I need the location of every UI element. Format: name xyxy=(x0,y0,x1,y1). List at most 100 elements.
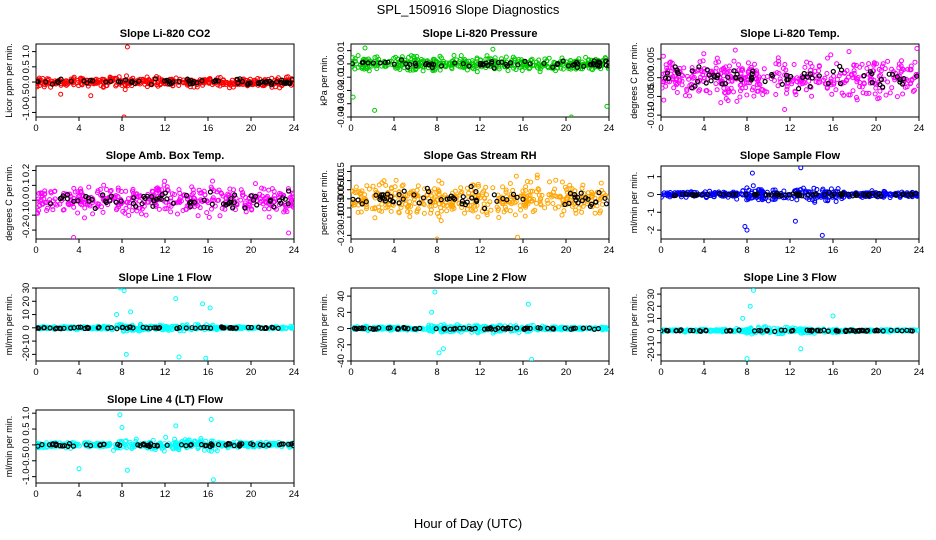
color-point xyxy=(209,206,214,212)
color-point xyxy=(889,85,895,91)
color-point xyxy=(204,210,210,216)
color-point xyxy=(760,189,766,194)
black-point xyxy=(398,57,405,63)
color-point xyxy=(533,200,539,206)
black-point xyxy=(102,198,109,204)
x-tick-label: 12 xyxy=(785,367,796,378)
black-point xyxy=(133,203,139,209)
color-point xyxy=(912,59,918,65)
color-point xyxy=(100,209,106,215)
black-point xyxy=(472,325,478,331)
color-point xyxy=(428,207,434,213)
color-point xyxy=(562,184,568,190)
black-point xyxy=(527,61,533,67)
outlier-point xyxy=(117,288,123,291)
color-point xyxy=(495,208,501,213)
black-point xyxy=(359,325,365,331)
color-point xyxy=(414,187,420,193)
black-point xyxy=(256,81,262,87)
color-point xyxy=(795,327,801,332)
color-point xyxy=(483,184,489,190)
panel-title: Slope Line 3 Flow xyxy=(744,272,837,284)
color-point xyxy=(438,208,444,214)
black-point xyxy=(270,325,276,331)
color-point xyxy=(664,65,670,71)
color-point xyxy=(519,68,525,73)
color-point xyxy=(436,178,442,184)
panel-3: Slope Li-820 Temp.0 4 8 12 16 20 24-0.010-0.00… xyxy=(629,28,924,134)
black-point xyxy=(176,78,182,84)
black-point xyxy=(162,190,168,196)
color-point xyxy=(885,79,891,85)
color-point xyxy=(240,192,246,198)
black-point xyxy=(869,80,875,86)
y-axis-label: degrees C per min. xyxy=(629,42,639,119)
black-point xyxy=(504,63,510,69)
color-point xyxy=(529,198,535,204)
black-point xyxy=(150,203,156,209)
outlier-point xyxy=(751,288,756,293)
color-point xyxy=(398,205,404,210)
color-point xyxy=(372,215,378,221)
color-point xyxy=(714,55,720,61)
black-point xyxy=(674,67,680,73)
color-point xyxy=(711,194,717,200)
color-point xyxy=(553,177,559,183)
outlier-point xyxy=(604,103,609,109)
black-point xyxy=(130,325,136,331)
color-point xyxy=(474,69,480,75)
y-tick-label: 0.0 xyxy=(21,438,32,451)
color-point xyxy=(760,92,766,97)
color-point xyxy=(557,326,562,332)
color-point xyxy=(696,88,702,94)
black-point xyxy=(550,326,557,332)
black-point xyxy=(54,325,60,331)
color-point xyxy=(183,206,189,212)
color-point xyxy=(222,206,228,212)
color-point xyxy=(833,199,839,204)
color-point xyxy=(436,201,442,207)
color-point xyxy=(855,75,861,80)
color-point xyxy=(156,206,162,212)
color-point xyxy=(841,92,847,98)
x-tick-label: 12 xyxy=(475,245,486,256)
color-point xyxy=(732,47,738,53)
black-point xyxy=(230,325,236,331)
color-point xyxy=(573,210,579,216)
y-tick-label: 20 xyxy=(21,296,32,307)
color-point xyxy=(143,212,149,218)
color-point xyxy=(418,59,424,65)
black-point xyxy=(503,326,509,332)
outlier-point xyxy=(740,315,746,321)
color-point xyxy=(740,67,746,73)
panel-title: Slope Li-820 Pressure xyxy=(423,28,538,40)
color-point xyxy=(807,60,813,66)
black-point xyxy=(359,60,365,66)
color-point xyxy=(860,90,866,96)
color-point xyxy=(395,65,401,71)
color-point xyxy=(133,436,139,442)
y-tick-label: -20 xyxy=(646,348,657,362)
black-point xyxy=(373,192,379,198)
color-point xyxy=(223,79,228,85)
black-point xyxy=(578,190,584,196)
color-point xyxy=(95,188,101,194)
black-point xyxy=(162,78,168,84)
color-point xyxy=(720,66,726,72)
color-point xyxy=(78,188,84,194)
black-point xyxy=(256,324,262,330)
black-point xyxy=(914,73,919,79)
color-point xyxy=(216,197,221,203)
color-point xyxy=(115,187,121,193)
black-point xyxy=(396,192,402,198)
black-point xyxy=(587,203,594,209)
color-point xyxy=(713,60,719,66)
black-point xyxy=(123,77,129,83)
color-point xyxy=(880,61,886,67)
color-point xyxy=(516,57,522,62)
outlier-point xyxy=(798,346,804,352)
outlier-point xyxy=(440,346,446,352)
color-point xyxy=(709,68,715,74)
color-point xyxy=(502,204,508,210)
